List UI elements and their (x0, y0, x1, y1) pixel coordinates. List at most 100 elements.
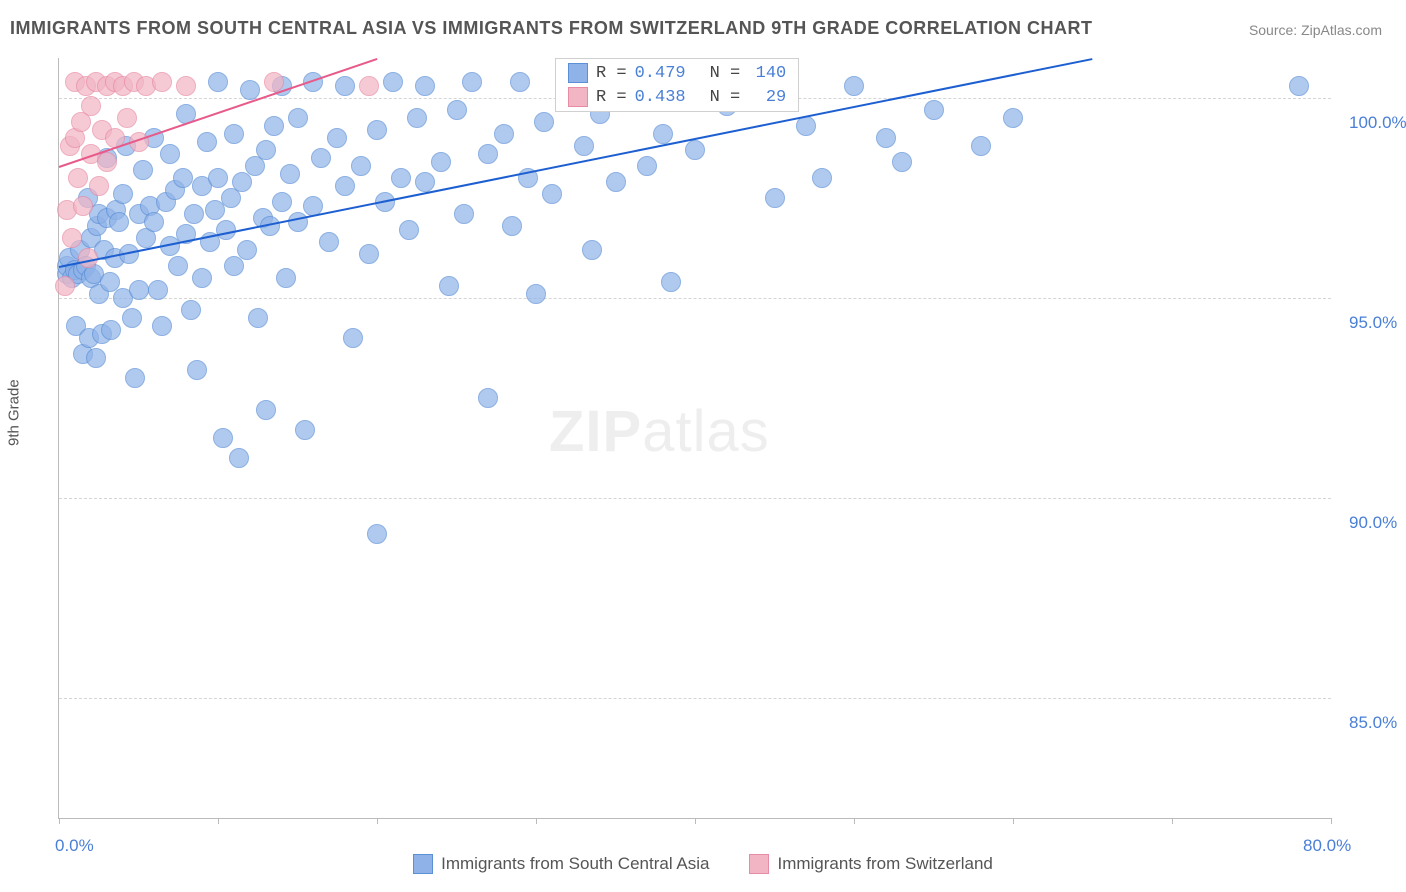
scatter-point (89, 176, 109, 196)
legend-swatch (749, 854, 769, 874)
scatter-point (478, 144, 498, 164)
scatter-point (447, 100, 467, 120)
scatter-point (685, 140, 705, 160)
scatter-point (264, 72, 284, 92)
scatter-point (144, 212, 164, 232)
legend-R-label: R = (596, 64, 627, 83)
scatter-point (502, 216, 522, 236)
scatter-point (280, 164, 300, 184)
scatter-point (160, 144, 180, 164)
scatter-point (240, 80, 260, 100)
scatter-point (359, 76, 379, 96)
scatter-point (478, 388, 498, 408)
x-tick-mark (536, 818, 537, 824)
legend-correlation-box: R =0.479N =140R =0.438N =29 (555, 58, 799, 112)
scatter-point (661, 272, 681, 292)
scatter-point (1289, 76, 1309, 96)
scatter-point (187, 360, 207, 380)
watermark: ZIPatlas (549, 398, 770, 465)
gridline (59, 698, 1331, 699)
legend-R-label: R = (596, 88, 627, 107)
legend-R-value: 0.438 (635, 88, 686, 107)
legend-N-value: 29 (748, 88, 786, 107)
scatter-point (510, 72, 530, 92)
gridline (59, 498, 1331, 499)
scatter-point (109, 212, 129, 232)
scatter-point (844, 76, 864, 96)
scatter-point (542, 184, 562, 204)
x-tick-mark (854, 818, 855, 824)
scatter-point (208, 72, 228, 92)
scatter-point (184, 204, 204, 224)
scatter-point (97, 152, 117, 172)
scatter-point (1003, 108, 1023, 128)
x-tick-mark (59, 818, 60, 824)
scatter-point (343, 328, 363, 348)
scatter-point (197, 132, 217, 152)
scatter-point (431, 152, 451, 172)
legend-N-value: 140 (748, 64, 786, 83)
scatter-point (359, 244, 379, 264)
scatter-point (415, 76, 435, 96)
scatter-point (213, 428, 233, 448)
scatter-point (101, 320, 121, 340)
legend-R-value: 0.479 (635, 64, 686, 83)
y-tick-label: 100.0% (1349, 113, 1406, 133)
y-tick-label: 95.0% (1349, 313, 1397, 333)
scatter-point (248, 308, 268, 328)
scatter-point (407, 108, 427, 128)
chart-title: IMMIGRANTS FROM SOUTH CENTRAL ASIA VS IM… (10, 18, 1092, 39)
scatter-point (181, 300, 201, 320)
watermark-bold: ZIP (549, 399, 642, 464)
y-tick-label: 85.0% (1349, 713, 1397, 733)
scatter-point (439, 276, 459, 296)
scatter-point (415, 172, 435, 192)
scatter-point (534, 112, 554, 132)
scatter-point (113, 184, 133, 204)
scatter-point (399, 220, 419, 240)
scatter-point (653, 124, 673, 144)
scatter-point (125, 368, 145, 388)
legend-swatch (413, 854, 433, 874)
scatter-point (876, 128, 896, 148)
scatter-point (383, 72, 403, 92)
scatter-point (148, 280, 168, 300)
scatter-point (152, 316, 172, 336)
scatter-point (55, 276, 75, 296)
x-tick-label: 80.0% (1303, 836, 1351, 856)
scatter-point (173, 168, 193, 188)
legend-bottom-item: Immigrants from Switzerland (749, 854, 992, 874)
x-tick-mark (377, 818, 378, 824)
scatter-point (327, 128, 347, 148)
plot-area: ZIPatlas 85.0%90.0%95.0%100.0%0.0%80.0% (58, 58, 1331, 819)
scatter-point (335, 76, 355, 96)
y-tick-label: 90.0% (1349, 513, 1397, 533)
scatter-point (335, 176, 355, 196)
legend-N-label: N = (710, 64, 741, 83)
scatter-point (117, 108, 137, 128)
scatter-point (81, 96, 101, 116)
scatter-point (256, 400, 276, 420)
scatter-point (224, 124, 244, 144)
scatter-point (812, 168, 832, 188)
scatter-point (574, 136, 594, 156)
scatter-point (637, 156, 657, 176)
scatter-point (229, 448, 249, 468)
watermark-light: atlas (642, 399, 770, 464)
scatter-point (122, 308, 142, 328)
source-attribution: Source: ZipAtlas.com (1249, 22, 1382, 38)
legend-bottom-label: Immigrants from Switzerland (777, 854, 992, 874)
scatter-point (256, 140, 276, 160)
scatter-point (391, 168, 411, 188)
scatter-point (494, 124, 514, 144)
scatter-point (351, 156, 371, 176)
scatter-point (224, 256, 244, 276)
scatter-point (765, 188, 785, 208)
x-tick-mark (218, 818, 219, 824)
scatter-point (133, 160, 153, 180)
scatter-point (86, 348, 106, 368)
scatter-point (462, 72, 482, 92)
legend-bottom: Immigrants from South Central AsiaImmigr… (0, 854, 1406, 874)
scatter-point (264, 116, 284, 136)
scatter-point (288, 212, 308, 232)
